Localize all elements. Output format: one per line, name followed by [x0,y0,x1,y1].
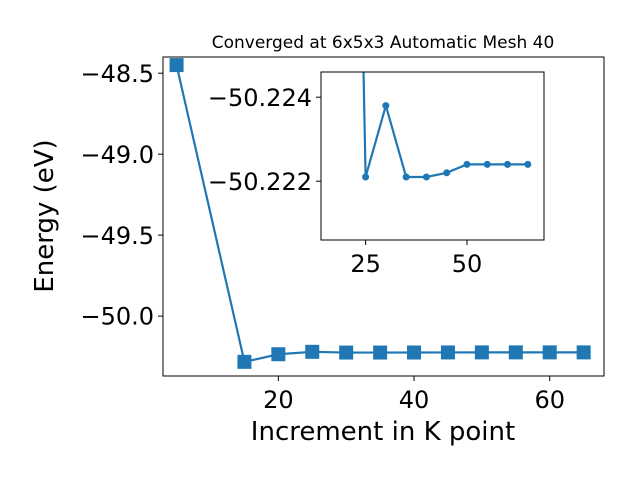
main-x-tick-label: 20 [263,386,294,414]
main-data-point [237,354,252,369]
main-data-point [305,344,320,359]
main-y-tick-label: −48.5 [80,60,154,88]
main-y-tick-label: −50.0 [80,303,154,331]
main-data-point [271,347,286,362]
main-y-tick-label: −49.0 [80,141,154,169]
x-axis-label: Increment in K point [251,417,515,447]
inset-y-tick-label: −50.224 [208,84,312,112]
inset-x-tick-label: 25 [350,250,381,278]
inset-data-point [483,160,491,168]
main-data-point [339,345,354,360]
chart-title: Converged at 6x5x3 Automatic Mesh 40 [212,33,555,53]
inset-data-point [382,102,390,110]
main-data-point [440,345,455,360]
main-data-point [542,345,557,360]
y-axis-label: Energy (eV) [30,139,60,292]
main-y-tick-label: −49.5 [80,222,154,250]
inset-data-point [362,173,370,181]
main-data-point [576,345,591,360]
inset-axes-frame [320,71,545,241]
main-plot-area: 20 40 60 −48.5 −49.0 −49.5 −50.0 [80,56,605,414]
inset-data-point [463,160,471,168]
inset-series-line [362,72,528,179]
main-x-tick-label: 40 [399,386,430,414]
inset-plot-area: 25 50 −50.224 −50.222 [208,71,545,278]
inset-x-tick-label: 50 [452,250,483,278]
inset-y-tick-label: −50.222 [208,168,312,196]
main-x-tick-label: 60 [534,386,565,414]
main-axes-frame [162,56,605,377]
inset-data-point [443,169,451,177]
main-data-point [474,345,489,360]
inset-data-point [402,173,410,181]
main-data-point [373,345,388,360]
main-data-point [169,58,184,73]
main-data-point [508,345,523,360]
inset-data-point [524,160,532,168]
main-data-point [407,345,422,360]
inset-data-point [504,160,512,168]
inset-data-point [422,173,430,181]
